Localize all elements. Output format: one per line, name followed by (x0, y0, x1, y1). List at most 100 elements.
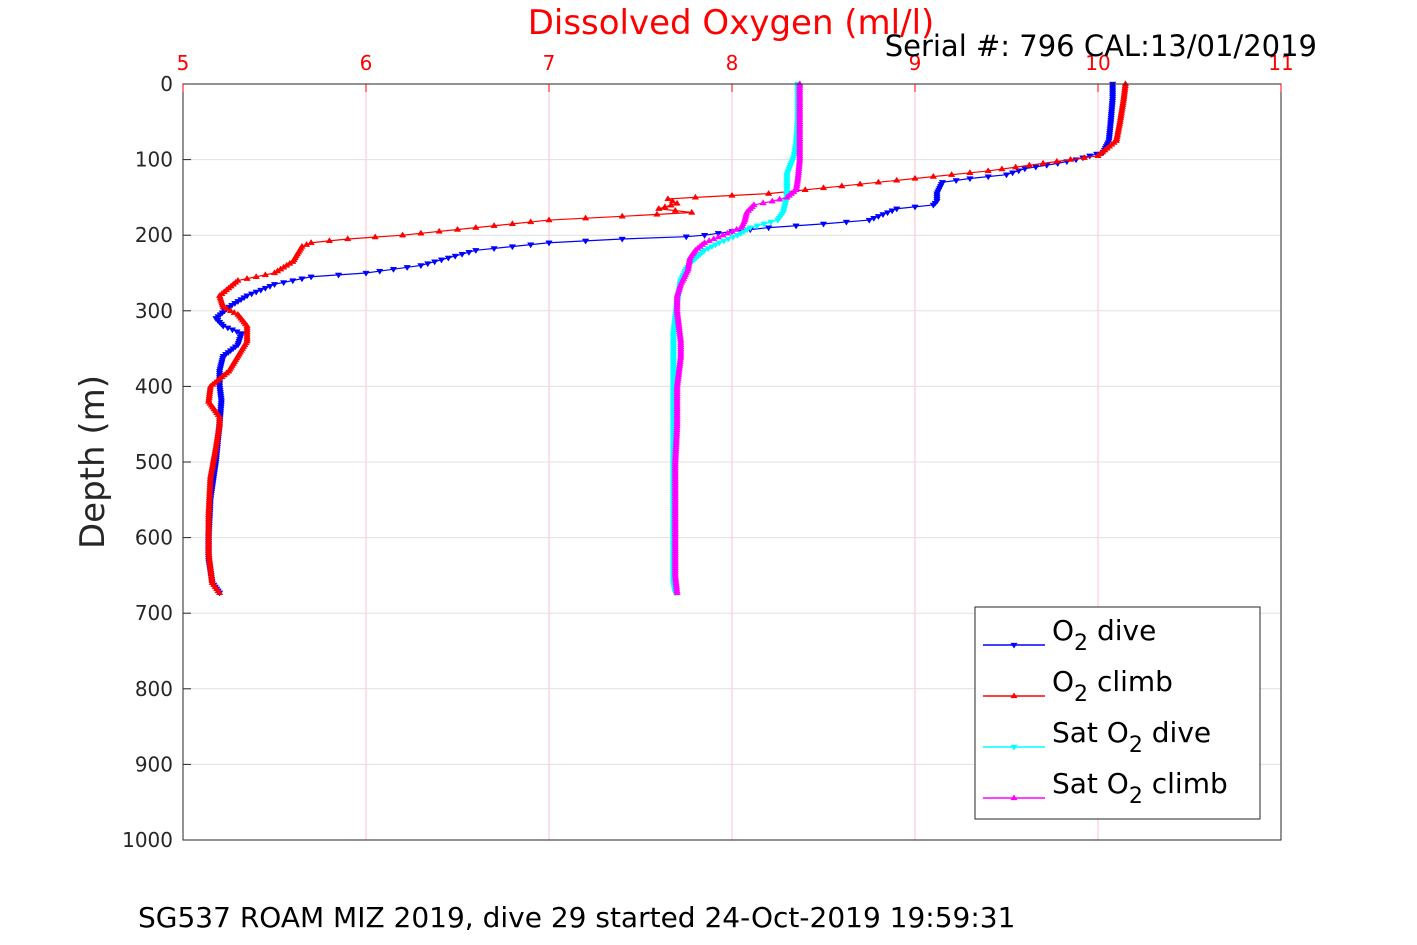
data-point (344, 235, 352, 242)
data-point (673, 199, 681, 206)
data-point (671, 206, 679, 213)
data-point (465, 250, 473, 256)
data-point (508, 220, 517, 227)
data-point (417, 263, 425, 270)
y-tick-label: 0 (160, 72, 173, 96)
y-tick-label: 300 (135, 299, 173, 323)
data-point (230, 309, 238, 315)
data-point (1021, 166, 1029, 173)
data-point (215, 589, 224, 595)
data-point (307, 274, 315, 281)
data-point (865, 217, 873, 224)
data-point (664, 195, 672, 202)
data-point (998, 165, 1006, 172)
data-point (984, 167, 992, 174)
data-point (728, 227, 736, 234)
y-tick-label: 500 (135, 450, 173, 474)
data-point (1008, 170, 1017, 177)
legend-label: O2 dive (1052, 614, 1156, 656)
x-tick-label: 9 (909, 51, 922, 75)
data-point (842, 219, 851, 226)
data-point (691, 193, 700, 200)
data-point (1066, 155, 1075, 162)
data-point (298, 276, 306, 283)
data-point (764, 189, 773, 196)
data-point (325, 237, 334, 244)
legend: O2 dive O2 climb Sat O2 dive Sat O2 climb (974, 606, 1261, 820)
data-point (451, 253, 459, 260)
data-point (719, 231, 727, 238)
legend-marker (1010, 744, 1018, 751)
y-axis-label: Depth (m) (73, 375, 113, 549)
legend-label: Sat O2 climb (1052, 767, 1228, 809)
data-point (952, 178, 960, 185)
data-point (371, 233, 379, 240)
data-point (661, 203, 669, 210)
data-point (792, 223, 800, 230)
legend-label: O2 climb (1052, 665, 1173, 707)
data-point (424, 261, 432, 268)
data-point (768, 197, 776, 204)
series-group (671, 80, 804, 595)
data-point (966, 169, 974, 175)
data-point (673, 589, 681, 595)
data-point (334, 272, 343, 279)
legend-item: Sat O2 climb (983, 767, 1228, 809)
x-tick-label: 10 (1085, 51, 1110, 75)
legend-marker (1010, 692, 1018, 699)
data-point (279, 280, 288, 287)
y-tick-label: 200 (135, 223, 173, 247)
data-point (929, 172, 937, 179)
data-point (984, 174, 992, 181)
chart-title: Dissolved Oxygen (ml/l) (528, 3, 935, 43)
data-point (737, 223, 745, 230)
data-point (243, 274, 251, 281)
data-point (403, 265, 411, 272)
data-point (376, 268, 384, 275)
data-point (911, 204, 919, 211)
x-tick-label: 11 (1268, 51, 1293, 75)
data-point (226, 307, 235, 313)
plot-series (204, 80, 1130, 597)
data-point (252, 273, 260, 279)
data-point (728, 191, 736, 198)
data-point (838, 182, 846, 189)
legend-box (974, 606, 1261, 820)
data-point (453, 225, 462, 232)
y-tick-label: 700 (135, 601, 173, 625)
data-point (223, 305, 231, 312)
data-point (760, 221, 768, 228)
x-tick-label: 7 (543, 51, 556, 75)
data-point (270, 269, 279, 276)
data-point (682, 234, 690, 241)
y-tick-labels: 0 100 200 300 400 500 600 700 800 900 1000 (122, 72, 191, 852)
data-point (700, 233, 709, 239)
data-point (435, 227, 443, 234)
data-point (783, 193, 791, 200)
data-point (458, 251, 466, 258)
data-point (764, 225, 773, 232)
data-point (430, 259, 439, 266)
data-point (947, 171, 956, 177)
data-point (723, 229, 732, 236)
data-point (1002, 172, 1011, 179)
data-point (444, 255, 453, 262)
data-point (307, 239, 315, 245)
data-point (472, 223, 480, 230)
data-point (261, 271, 270, 278)
data-point (688, 208, 696, 215)
data-point (856, 180, 864, 187)
data-point (1094, 152, 1102, 158)
data-point (775, 195, 784, 202)
data-point (289, 278, 297, 285)
legend-marker (1010, 794, 1018, 801)
data-point (710, 235, 718, 242)
data-point (508, 244, 517, 251)
data-point (753, 223, 761, 230)
data-point (819, 184, 828, 191)
legend-label: Sat O2 dive (1052, 716, 1211, 758)
x-tick-labels: 5 6 7 8 9 10 11 (177, 51, 1294, 92)
data-point (362, 270, 370, 277)
data-point (874, 178, 883, 185)
